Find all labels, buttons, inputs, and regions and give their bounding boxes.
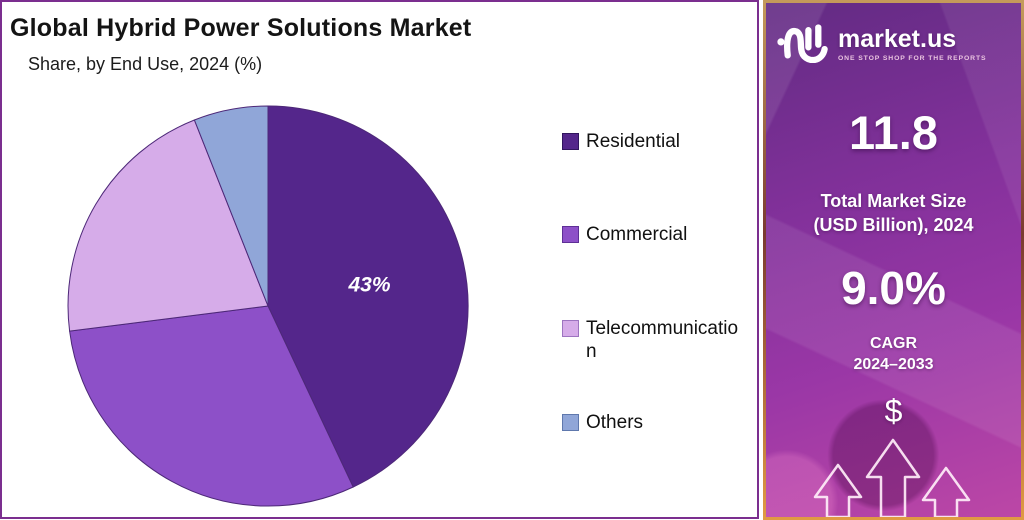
legend-swatch-others bbox=[562, 414, 579, 431]
pie-slice-commercial bbox=[69, 305, 354, 507]
legend-item-telecommunication: Telecommunication bbox=[562, 317, 744, 363]
growth-arrows-icon bbox=[813, 438, 971, 517]
pie-slice-residential bbox=[267, 105, 469, 488]
chart-title: Global Hybrid Power Solutions Market bbox=[10, 14, 472, 42]
legend-label-others: Others bbox=[586, 412, 644, 433]
legend-item-residential: Residential bbox=[562, 130, 680, 153]
legend: Residential Commercial Telecommunication… bbox=[562, 130, 758, 460]
market-size-label-line2: (USD Billion), 2024 bbox=[813, 215, 974, 235]
cagr-label: CAGR 2024–2033 bbox=[766, 333, 1021, 375]
cagr-label-line1: CAGR bbox=[869, 335, 918, 352]
cagr-label-line2: 2024–2033 bbox=[853, 356, 934, 373]
chart-subtitle: Share, by End Use, 2024 (%) bbox=[28, 54, 263, 74]
cagr-value: 9.0% bbox=[841, 262, 946, 314]
legend-item-commercial: Commercial bbox=[562, 223, 687, 246]
brand-logo: market.us ONE STOP SHOP FOR THE REPORTS bbox=[776, 19, 1017, 68]
brand-tagline: ONE STOP SHOP FOR THE REPORTS bbox=[838, 54, 987, 62]
legend-label-residential: Residential bbox=[586, 131, 680, 152]
legend-label-telecommunication: Telecommunication bbox=[586, 318, 739, 362]
legend-item-others: Others bbox=[562, 411, 643, 434]
brand-name: market.us bbox=[838, 24, 957, 53]
market-size-label: Total Market Size (USD Billion), 2024 bbox=[766, 189, 1021, 237]
market-size-value: 11.8 bbox=[849, 106, 938, 159]
marketus-logo-icon bbox=[776, 19, 830, 68]
market-size-label-line1: Total Market Size bbox=[820, 191, 967, 211]
legend-swatch-commercial bbox=[562, 226, 579, 243]
chart-panel: Global Hybrid Power Solutions Market Sha… bbox=[0, 0, 759, 519]
pie-slice-label-residential: 43% bbox=[347, 273, 390, 296]
legend-swatch-residential bbox=[562, 133, 579, 150]
brand-text: market.us ONE STOP SHOP FOR THE REPORTS bbox=[838, 26, 986, 62]
promo-sidebar: market.us ONE STOP SHOP FOR THE REPORTS … bbox=[763, 0, 1024, 520]
dollar-icon: $ bbox=[884, 393, 903, 429]
pie-slice-telecommunication bbox=[67, 119, 269, 332]
legend-swatch-telecommunication bbox=[562, 320, 579, 337]
pie-chart: 43% bbox=[67, 105, 469, 507]
pie-slice-others bbox=[193, 105, 269, 307]
legend-label-commercial: Commercial bbox=[586, 224, 688, 245]
